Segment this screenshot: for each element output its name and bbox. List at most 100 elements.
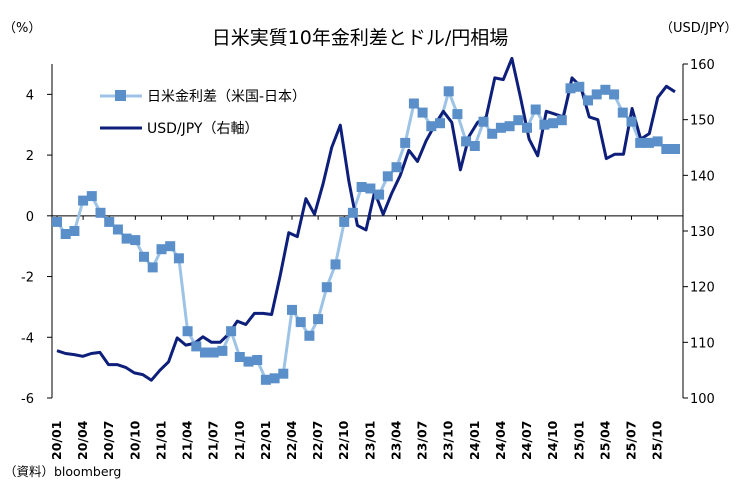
spread-data-point xyxy=(417,107,428,118)
spread-data-point xyxy=(182,326,193,337)
series-layer xyxy=(52,56,680,385)
spread-data-point xyxy=(173,253,184,264)
spread-data-point xyxy=(147,262,158,273)
spread-data-point xyxy=(469,141,480,151)
spread-data-point xyxy=(574,81,585,92)
left-tick-label: -6 xyxy=(21,392,34,407)
spread-data-point xyxy=(60,229,71,239)
spread-data-point xyxy=(487,128,498,139)
x-tick-label: 20/10 xyxy=(127,420,142,460)
legend-marker-spread xyxy=(115,90,126,101)
x-tick-label: 24/01 xyxy=(467,421,482,460)
spread-data-point xyxy=(95,207,106,218)
left-tick-label: -4 xyxy=(21,331,34,346)
spread-data-point xyxy=(304,330,315,341)
spread-data-point xyxy=(400,137,411,148)
x-tick-label: 25/10 xyxy=(650,420,665,460)
spread-data-point xyxy=(600,84,611,95)
spread-data-point xyxy=(374,189,385,200)
left-tick-label: 0 xyxy=(26,210,34,225)
spread-data-point xyxy=(69,226,80,236)
spread-data-point xyxy=(382,171,393,182)
x-tick-label: 24/04 xyxy=(493,420,508,460)
spread-data-point xyxy=(52,216,62,227)
spread-data-point xyxy=(504,121,515,132)
left-tick-label: -2 xyxy=(21,271,34,286)
x-tick-label: 22/07 xyxy=(310,421,325,460)
spread-data-point xyxy=(635,137,646,148)
spread-data-point xyxy=(112,224,123,235)
spread-data-point xyxy=(260,374,271,385)
spread-data-point xyxy=(609,89,620,100)
spread-data-point xyxy=(347,207,358,218)
spread-data-point xyxy=(426,121,437,132)
x-tick-label: 20/04 xyxy=(75,420,90,460)
left-tick-label: 4 xyxy=(26,88,34,103)
right-tick-label: 140 xyxy=(690,169,715,184)
spread-data-point xyxy=(513,115,524,126)
legend-label-usdjpy: USD/JPY（右軸） xyxy=(147,121,258,137)
spread-data-point xyxy=(670,144,680,154)
spread-data-point xyxy=(443,86,454,97)
x-tick-label: 25/01 xyxy=(571,421,586,460)
x-tick-label: 20/01 xyxy=(49,421,64,460)
spread-data-point xyxy=(156,244,167,255)
spread-data-point xyxy=(86,191,97,202)
spread-data-point xyxy=(226,326,237,337)
x-tick-label: 24/10 xyxy=(545,420,560,460)
right-tick-label: 160 xyxy=(690,58,715,73)
spread-data-point xyxy=(408,98,419,109)
x-tick-label: 23/07 xyxy=(415,421,430,460)
spread-data-point xyxy=(495,122,506,133)
x-tick-label: 21/10 xyxy=(232,420,247,460)
spread-data-point xyxy=(583,95,593,106)
spread-data-point xyxy=(217,345,228,356)
spread-data-point xyxy=(643,137,654,148)
spread-data-point xyxy=(565,83,576,94)
spread-data-point xyxy=(435,118,445,129)
spread-data-point xyxy=(617,107,628,118)
spread-data-point xyxy=(556,115,567,126)
x-tick-label: 21/01 xyxy=(153,421,168,460)
x-tick-label: 25/07 xyxy=(623,421,638,460)
spread-data-point xyxy=(330,259,341,270)
x-tick-label: 23/01 xyxy=(362,421,377,460)
x-tick-label: 23/04 xyxy=(388,420,403,460)
spread-data-point xyxy=(313,314,324,325)
spread-data-point xyxy=(121,233,132,244)
x-tick-label: 24/07 xyxy=(519,421,534,460)
x-tick-label: 22/04 xyxy=(284,420,299,460)
spread-data-point xyxy=(191,341,202,352)
spread-data-point xyxy=(78,195,89,206)
chart-title: 日米実質10年金利差とドル/円相場 xyxy=(212,27,509,49)
axes-layer: -6 -4 -2 0 2 4 100 110 120 130 140 150 160 20/01 20/04… xyxy=(21,58,715,460)
right-tick-label: 100 xyxy=(690,392,715,407)
spread-data-point xyxy=(287,304,297,315)
usdjpy-series-line xyxy=(56,56,676,382)
spread-data-point xyxy=(548,118,559,129)
spread-data-point xyxy=(269,373,280,384)
x-tick-label: 23/10 xyxy=(441,420,456,460)
source-note: （資料）bloomberg xyxy=(4,464,121,479)
spread-data-point xyxy=(391,162,402,173)
spread-data-point xyxy=(321,282,332,293)
spread-data-point xyxy=(252,355,263,365)
right-axis-unit: （USD/JPY） xyxy=(660,21,738,36)
spread-data-point xyxy=(104,216,115,227)
spread-data-point xyxy=(591,89,602,100)
spread-data-point xyxy=(130,235,141,246)
spread-data-point xyxy=(661,144,672,154)
spread-data-point xyxy=(539,119,550,130)
legend-label-spread: 日米金利差（米国-日本） xyxy=(147,89,306,105)
spread-data-point xyxy=(652,136,663,147)
x-tick-label: 25/04 xyxy=(597,420,612,460)
spread-data-point xyxy=(208,347,219,358)
spread-data-point xyxy=(522,122,532,133)
spread-data-point xyxy=(365,183,376,194)
spread-data-point xyxy=(200,347,210,358)
x-tick-label: 20/07 xyxy=(101,421,116,460)
x-tick-label: 21/07 xyxy=(206,421,221,460)
spread-data-point xyxy=(478,116,489,127)
